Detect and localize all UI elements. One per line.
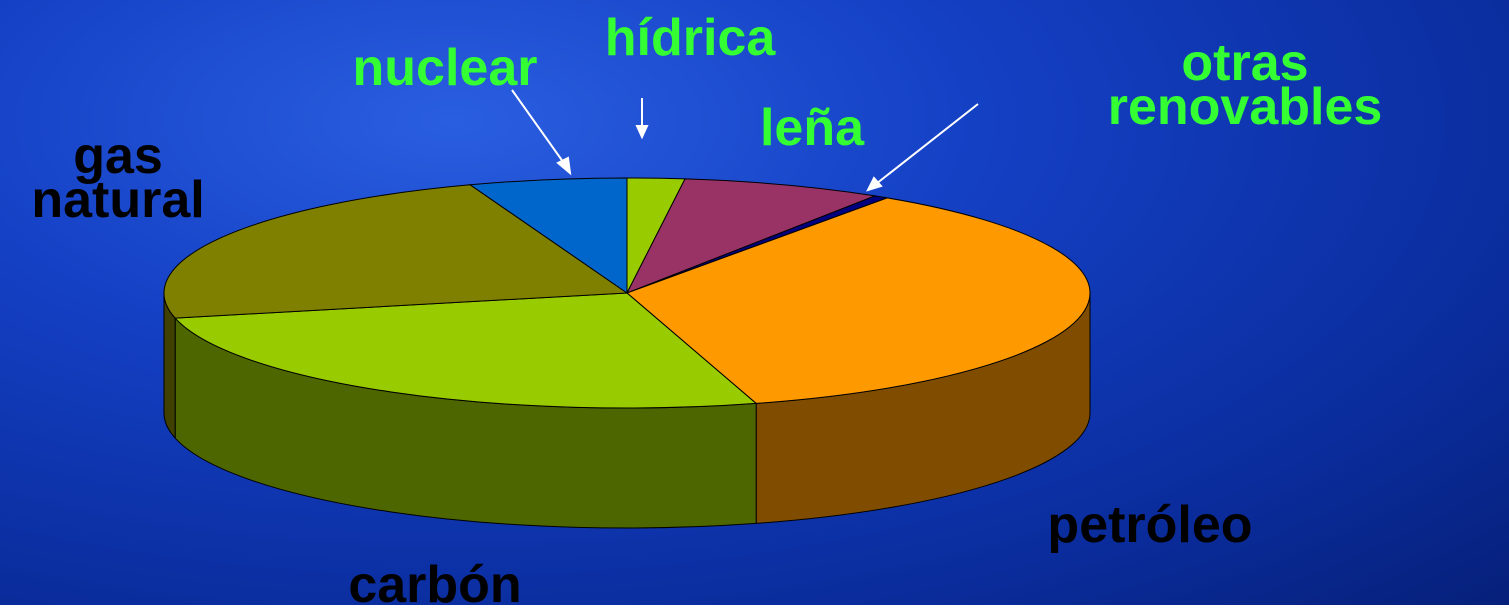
slice-label: hídrica <box>604 9 776 67</box>
pie-slice <box>468 177 628 294</box>
slice-label: petróleo <box>1047 496 1253 554</box>
pie-tops <box>163 177 1091 409</box>
pie-slice <box>174 292 758 409</box>
slice-label: otras renovables <box>1107 34 1383 136</box>
slice-label: leña <box>759 99 865 157</box>
arrow-head <box>635 125 649 140</box>
arrow-head <box>556 156 572 176</box>
slice-label: carbón <box>348 556 522 614</box>
slice-label: gas natural <box>31 127 205 229</box>
pie-sides <box>163 292 1091 529</box>
arrow <box>875 103 979 185</box>
pie-slice <box>625 178 877 294</box>
pie-slice <box>626 197 1091 404</box>
arrow-head <box>866 176 883 192</box>
pie-slice <box>163 184 629 319</box>
arrow <box>511 89 567 167</box>
callout-arrows <box>511 89 979 192</box>
slice-label: nuclear <box>352 39 538 97</box>
